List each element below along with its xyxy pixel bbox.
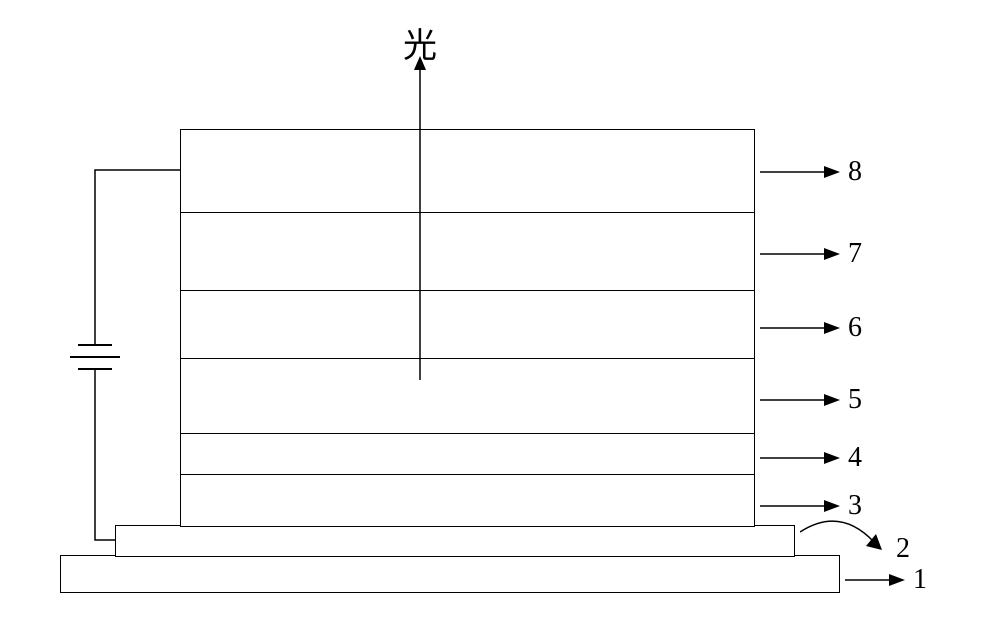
layer-8: [180, 129, 755, 213]
layer-7: [180, 211, 755, 291]
callout-4: 4: [760, 442, 862, 474]
layer-3: [180, 473, 755, 527]
layer-4: [180, 432, 755, 475]
callout-1: 1: [845, 564, 927, 596]
light-arrow: [410, 56, 430, 380]
layer-5: [180, 357, 755, 434]
label-8: 8: [848, 156, 862, 188]
label-1: 1: [913, 564, 927, 596]
label-7: 7: [848, 238, 862, 270]
label-6: 6: [848, 312, 862, 344]
callout-8: 8: [760, 156, 862, 188]
power-source: [60, 150, 190, 580]
label-5: 5: [848, 384, 862, 416]
callout-6: 6: [760, 312, 862, 344]
layered-device-diagram: 光 8 7 6 5 4 3: [0, 0, 1000, 619]
layer-2: [115, 525, 795, 557]
callout-2: 2: [800, 510, 912, 560]
label-2: 2: [896, 533, 910, 565]
callout-5: 5: [760, 384, 862, 416]
layer-6: [180, 289, 755, 359]
callout-7: 7: [760, 238, 862, 270]
label-4: 4: [848, 442, 862, 474]
